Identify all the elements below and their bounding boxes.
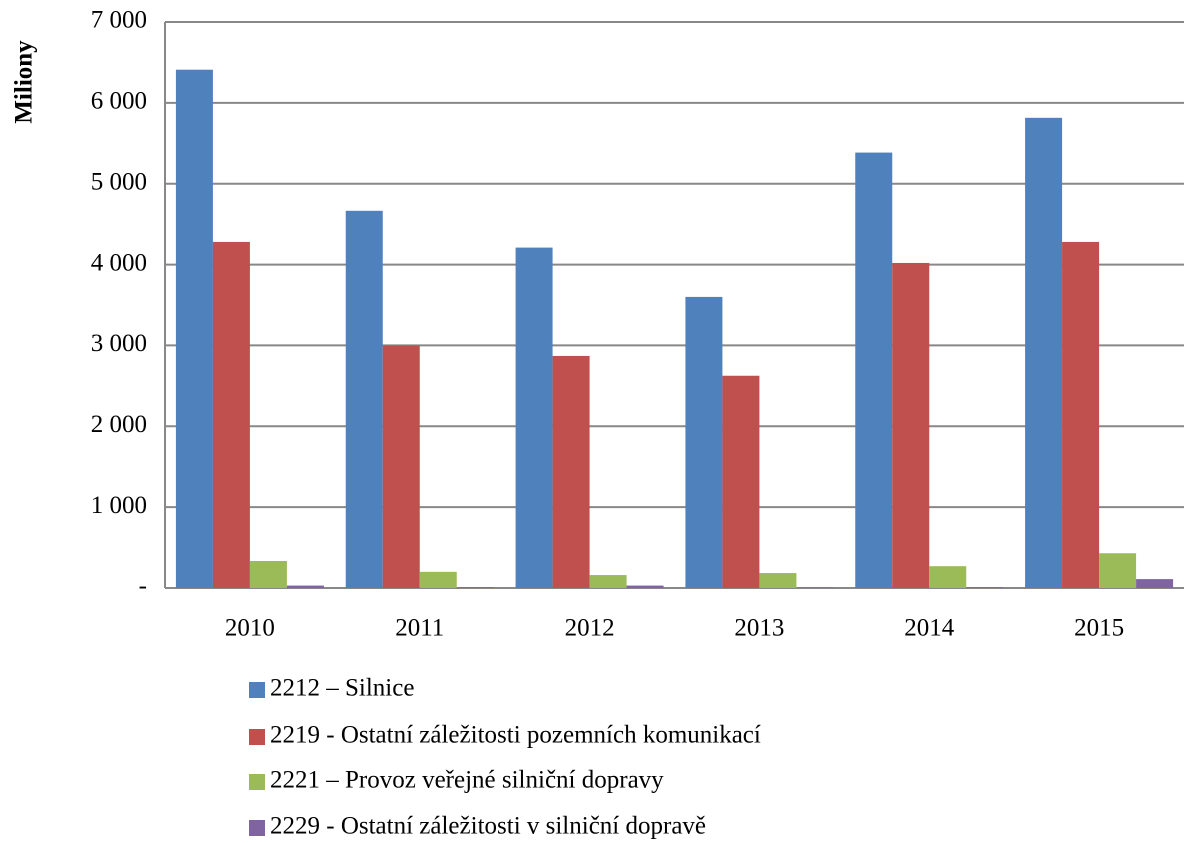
bar [966, 587, 1004, 588]
bar [175, 69, 213, 589]
y-axis-label: Miliony [11, 40, 38, 124]
bar [552, 355, 590, 588]
legend-label: 2212 – Silnice [270, 675, 414, 702]
x-tick-label: 2015 [1074, 615, 1124, 642]
bar [345, 210, 383, 588]
bar [722, 375, 760, 588]
y-tick-label: 6 000 [91, 88, 147, 115]
bar [1099, 553, 1137, 588]
y-tick-label: 2 000 [91, 411, 147, 438]
y-tick-label: 7 000 [91, 7, 147, 34]
legend-swatch [249, 729, 265, 745]
bar [892, 262, 930, 588]
legend-swatch [249, 820, 265, 836]
legend-label: 2229 - Ostatní záležitosti v silniční do… [270, 813, 706, 840]
legend-label: 2221 – Provoz veřejné silniční dopravy [270, 767, 664, 794]
legend-swatch [249, 682, 265, 698]
bar [929, 566, 967, 588]
y-tick-label: 3 000 [91, 330, 147, 357]
bar [1062, 241, 1100, 588]
bar [286, 585, 324, 588]
bar [626, 585, 664, 588]
bar [515, 247, 553, 588]
y-tick-label: 1 000 [91, 492, 147, 519]
legend-swatch [249, 774, 265, 790]
bar [212, 241, 250, 588]
y-tick-label: 5 000 [91, 168, 147, 195]
bar [419, 571, 457, 588]
x-tick-label: 2011 [395, 615, 444, 642]
bar [1025, 117, 1063, 589]
bar [589, 575, 627, 588]
bar [1136, 579, 1174, 588]
bar [382, 345, 420, 588]
y-tick-label: 4 000 [91, 249, 147, 276]
legend-label: 2219 - Ostatní záležitosti pozemních kom… [270, 722, 761, 749]
x-tick-label: 2012 [565, 615, 615, 642]
bar [685, 296, 723, 588]
bar [855, 152, 893, 588]
x-tick-label: 2013 [734, 615, 784, 642]
bar [249, 560, 287, 588]
y-tick-label: - [139, 573, 147, 600]
bar [759, 573, 797, 588]
bar [456, 587, 494, 588]
x-tick-label: 2014 [904, 615, 955, 642]
x-tick-label: 2010 [225, 615, 275, 642]
